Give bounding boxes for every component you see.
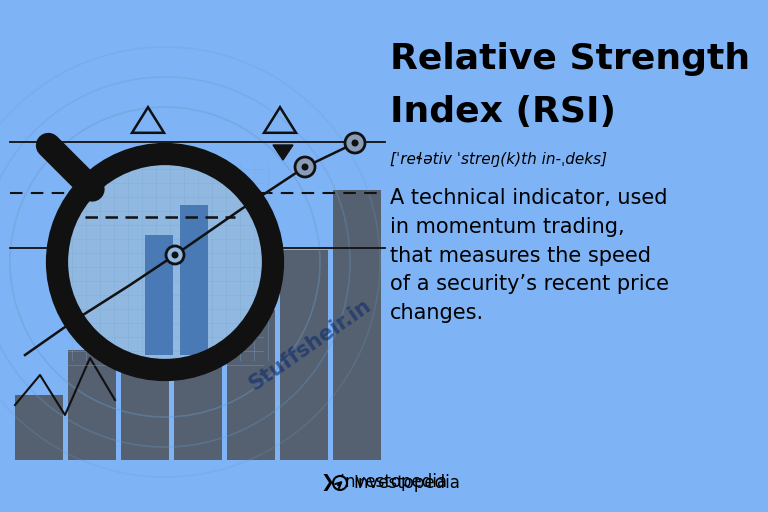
Bar — [68, 350, 116, 460]
Text: Investopedia: Investopedia — [353, 474, 460, 492]
Text: ❯ Investopedia: ❯ Investopedia — [321, 473, 447, 491]
Circle shape — [67, 164, 263, 360]
Circle shape — [345, 133, 365, 153]
Circle shape — [171, 251, 178, 259]
Text: Relative Strength: Relative Strength — [390, 42, 750, 76]
Bar — [227, 310, 275, 460]
Text: Stuffsheir.in: Stuffsheir.in — [245, 295, 375, 395]
Bar — [280, 250, 328, 460]
Text: A technical indicator, used
in momentum trading,
that measures the speed
of a se: A technical indicator, used in momentum … — [390, 188, 669, 323]
Bar — [174, 290, 222, 460]
Bar — [180, 205, 208, 355]
Circle shape — [333, 476, 347, 490]
Text: Index (RSI): Index (RSI) — [390, 95, 616, 129]
Bar — [121, 370, 169, 460]
Circle shape — [352, 139, 359, 146]
Circle shape — [302, 163, 309, 170]
Bar — [15, 395, 63, 460]
Polygon shape — [273, 145, 293, 160]
Text: [ˈreɬətiv ˈstreŋ(k)th in-ˌdeks]: [ˈreɬətiv ˈstreŋ(k)th in-ˌdeks] — [390, 152, 607, 167]
Circle shape — [166, 246, 184, 264]
Bar — [145, 235, 173, 355]
Bar — [333, 190, 381, 460]
Circle shape — [295, 157, 315, 177]
